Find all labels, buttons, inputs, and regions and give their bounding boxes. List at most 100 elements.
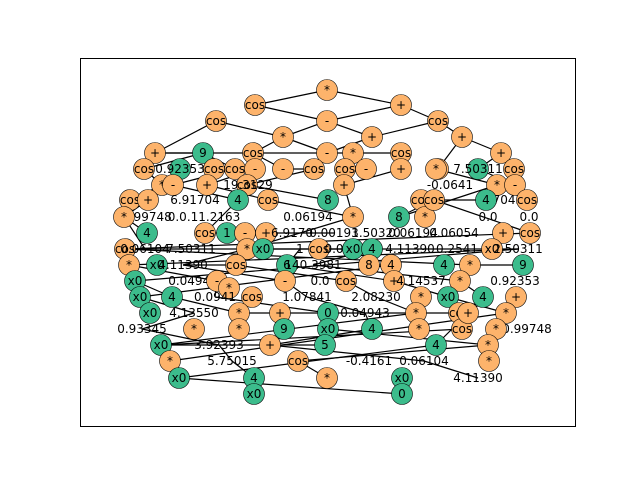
- operator-node: cos: [516, 189, 538, 211]
- node-label: 4: [368, 242, 376, 256]
- constant-label: 4.11390: [453, 371, 503, 385]
- node-label: cos: [242, 290, 262, 304]
- node-label: +: [367, 130, 377, 144]
- node-circle: [335, 270, 357, 292]
- operator-node: x0: [481, 238, 503, 260]
- node-label: 4.11390: [158, 258, 208, 272]
- tree-edge: [326, 104, 402, 122]
- node-label: +: [202, 178, 212, 192]
- constant-label: 6.91704: [170, 193, 220, 207]
- node-circle: [490, 142, 512, 164]
- constant-label: 0.0: [310, 274, 329, 288]
- tree-edge: [141, 312, 195, 330]
- node-label: +: [396, 162, 406, 176]
- operand-node: 0.92353: [155, 158, 205, 180]
- node-label: *: [167, 354, 173, 368]
- operator-node: cos: [308, 238, 330, 260]
- node-label: 4: [387, 258, 395, 272]
- operator-node: cos: [427, 110, 449, 132]
- node-circle: [272, 126, 294, 148]
- operator-node: 8: [358, 254, 380, 276]
- node-label: -: [325, 114, 329, 128]
- node-circle: [478, 350, 500, 372]
- operand-node: 4: [425, 334, 447, 356]
- node-label: 0.99748: [502, 322, 552, 336]
- constant-label: 140.3981: [284, 258, 341, 272]
- operand-node: x0: [129, 286, 151, 308]
- operator-node: cos: [205, 110, 227, 132]
- operator-node: cos: [503, 158, 525, 180]
- constant-label: 0.0941: [194, 290, 236, 304]
- node-circle: [414, 206, 436, 228]
- node-label: +: [496, 146, 506, 160]
- node-label: x0: [172, 371, 187, 385]
- node-label: *: [236, 322, 242, 336]
- node-label: *: [226, 281, 232, 295]
- operator-node: *: [495, 302, 517, 324]
- node-label: 8: [324, 193, 332, 207]
- operand-node: 1: [216, 222, 238, 244]
- operand-node: 4: [161, 286, 183, 308]
- node-circle: [218, 277, 240, 299]
- node-label: 1.50320: [351, 226, 401, 240]
- tree-edge: [423, 360, 479, 379]
- tree-edge: [246, 184, 329, 201]
- operator-node: +: [492, 222, 514, 244]
- node-label: +: [339, 178, 349, 192]
- node-circle: [192, 142, 214, 164]
- tree-edge: [371, 120, 439, 138]
- operator-node: +: [390, 158, 412, 180]
- tree-edge: [433, 199, 531, 234]
- node-label: cos: [226, 258, 246, 272]
- node-label: x0: [256, 242, 271, 256]
- operator-node: *: [486, 174, 508, 196]
- node-circle: [273, 318, 295, 340]
- operator-node: +: [137, 189, 159, 211]
- operator-node: -: [272, 158, 294, 180]
- operator-node: +: [451, 126, 473, 148]
- node-label: *: [126, 258, 132, 272]
- node-circle: [358, 254, 380, 276]
- node-circle: [390, 158, 412, 180]
- node-label: x0: [133, 290, 148, 304]
- node-label: +: [389, 274, 399, 288]
- node-circle: [243, 383, 265, 405]
- constant-label: 0.99748: [502, 322, 552, 336]
- constant-label: 4.14537: [396, 274, 446, 288]
- node-circle: [228, 318, 250, 340]
- node-circle: [459, 254, 481, 276]
- tree-edge: [124, 232, 531, 250]
- constant-label: -0.0641: [427, 178, 473, 192]
- constant-label: 7.50311: [166, 242, 216, 256]
- node-label: cos: [517, 193, 537, 207]
- node-circle: [437, 286, 459, 308]
- node-label: *: [324, 83, 330, 97]
- node-circle: [481, 238, 503, 260]
- node-label: 0.0: [519, 210, 538, 224]
- node-label: 0.93345: [117, 322, 167, 336]
- node-label: 9: [519, 258, 527, 272]
- node-label: 0.0.11.2163: [168, 210, 241, 224]
- node-label: 5: [321, 338, 329, 352]
- node-label: cos: [428, 114, 448, 128]
- node-label: -: [281, 162, 285, 176]
- node-label: *: [280, 130, 286, 144]
- tree-edge: [134, 248, 519, 282]
- operator-node: +: [505, 286, 527, 308]
- node-circle: [196, 174, 218, 196]
- operator-node: cos: [241, 286, 263, 308]
- node-circle: [303, 158, 325, 180]
- node-label: *: [413, 306, 419, 320]
- node-label: cos: [335, 162, 355, 176]
- node-circle: [113, 206, 135, 228]
- node-label: -: [171, 178, 175, 192]
- node-label: 7.50311: [166, 242, 216, 256]
- operator-node: cos: [335, 270, 357, 292]
- node-circle: [519, 222, 541, 244]
- operand-node: 4: [472, 286, 494, 308]
- node-label: -: [215, 274, 219, 288]
- node-label: +: [261, 226, 271, 240]
- node-circle: [425, 334, 447, 356]
- operand-node: 6: [276, 254, 298, 276]
- node-label: 9: [280, 322, 288, 336]
